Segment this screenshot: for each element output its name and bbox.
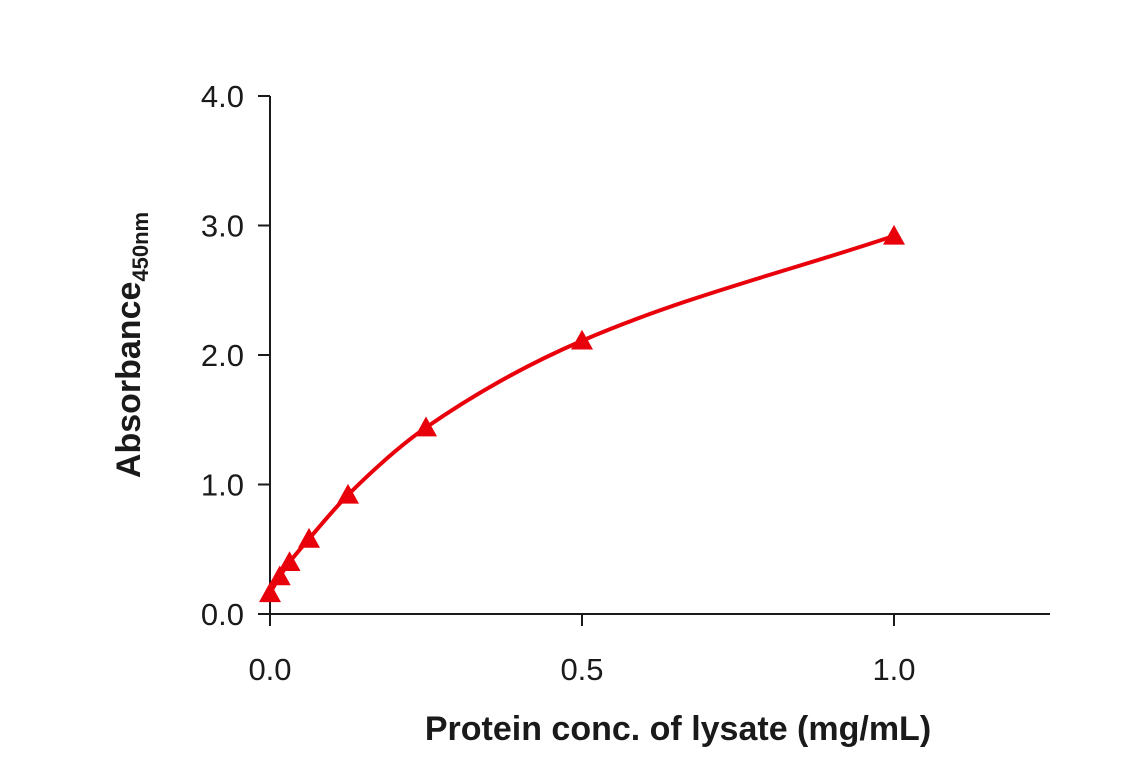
y-tick-label: 2.0 [201,338,244,373]
data-point [298,527,320,548]
fit-curve-layer [268,233,895,595]
data-markers [259,224,905,603]
y-tick-label: 0.0 [201,597,244,632]
data-point [278,551,301,571]
y-tick-label: 1.0 [201,468,244,503]
data-point [415,416,437,437]
data-point [259,582,281,603]
data-point [571,329,593,350]
x-tick-label: 1.0 [872,652,915,687]
x-tick-label: 0.5 [560,652,603,687]
y-axis-title: Absorbance450nm [110,212,153,478]
fit-curve [268,233,895,595]
x-tick-label: 0.0 [248,652,291,687]
data-point [883,224,905,245]
y-tick-label: 4.0 [201,79,244,114]
y-axis-title-main: Absorbance [110,282,148,479]
y-tick-label: 3.0 [201,209,244,244]
y-axis-title-subscript: 450nm [128,212,153,282]
ticks: 0.0 1.0 2.0 3.0 4.0 0.0 0.5 1.0 [201,79,916,687]
data-point [337,483,359,504]
axes [269,96,1050,615]
x-axis-title: Protein conc. of lysate (mg/mL) [425,710,931,748]
data-point [268,565,291,586]
